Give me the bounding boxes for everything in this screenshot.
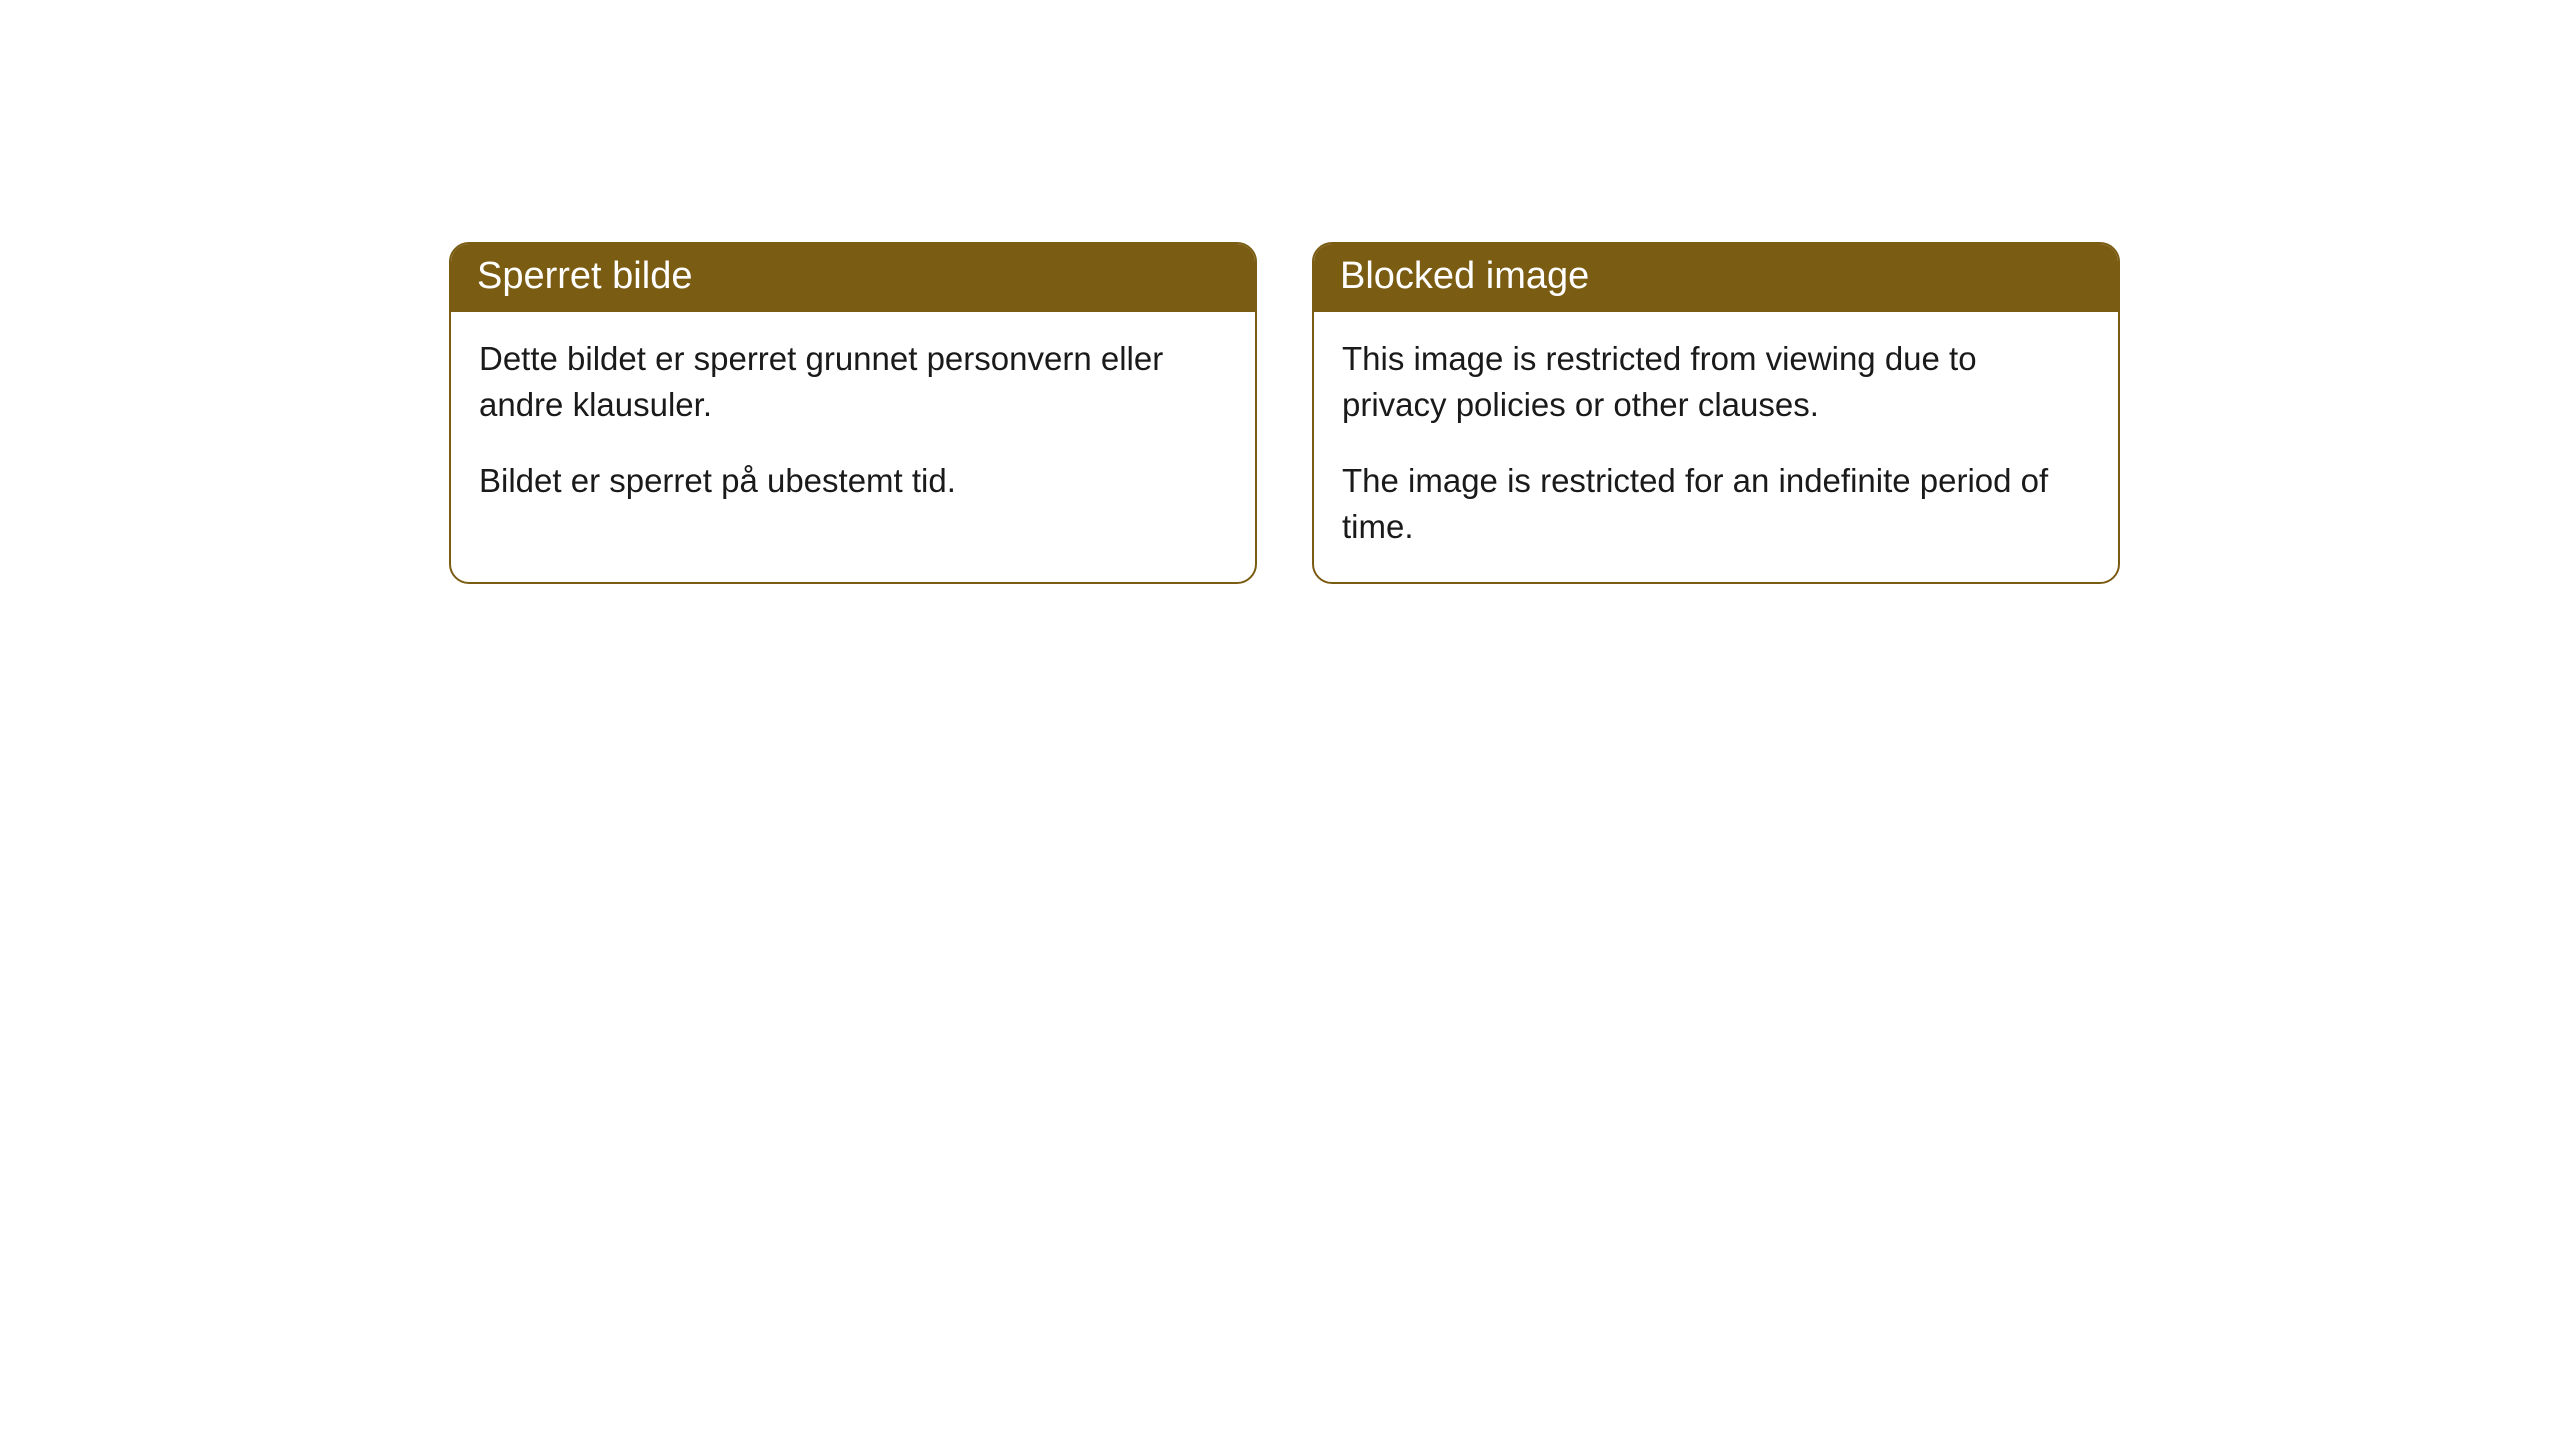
card-paragraph: The image is restricted for an indefinit…	[1342, 458, 2090, 550]
notice-card-english: Blocked image This image is restricted f…	[1312, 242, 2120, 584]
card-header-norwegian: Sperret bilde	[451, 244, 1255, 312]
card-body-norwegian: Dette bildet er sperret grunnet personve…	[451, 312, 1255, 537]
card-body-english: This image is restricted from viewing du…	[1314, 312, 2118, 583]
notice-card-norwegian: Sperret bilde Dette bildet er sperret gr…	[449, 242, 1257, 584]
card-paragraph: Bildet er sperret på ubestemt tid.	[479, 458, 1227, 504]
card-paragraph: Dette bildet er sperret grunnet personve…	[479, 336, 1227, 428]
card-header-english: Blocked image	[1314, 244, 2118, 312]
notice-card-container: Sperret bilde Dette bildet er sperret gr…	[449, 242, 2120, 584]
card-paragraph: This image is restricted from viewing du…	[1342, 336, 2090, 428]
